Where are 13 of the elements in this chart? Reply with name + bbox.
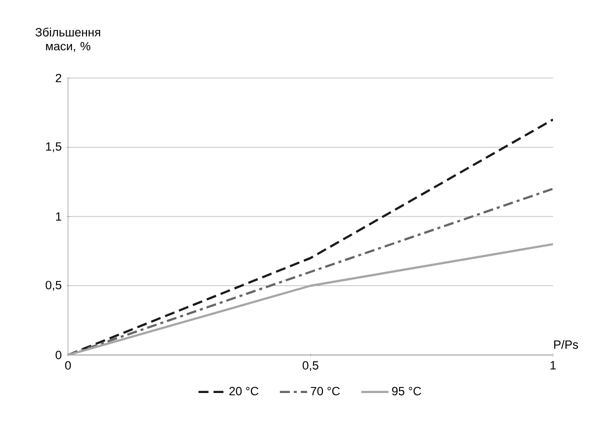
y-axis-title: Збільшення маси, %	[35, 28, 100, 52]
x-tick-label: 1	[550, 361, 556, 370]
y-tick-label: 2	[56, 74, 62, 82]
y-tick-label: 1	[56, 212, 62, 221]
legend-label: 20 °C	[229, 386, 258, 396]
x-tick-label: 0	[65, 361, 71, 370]
x-tick-label: 0,5	[302, 361, 318, 372]
x-axis-title: P/Ps	[554, 340, 578, 349]
y-tick-label: 0,5	[46, 280, 62, 291]
legend-label: 95 °C	[392, 386, 422, 396]
legend-label: 70 °C	[310, 386, 340, 396]
y-tick-label: 1,5	[46, 142, 62, 152]
y-tick-label: 0	[56, 350, 62, 360]
